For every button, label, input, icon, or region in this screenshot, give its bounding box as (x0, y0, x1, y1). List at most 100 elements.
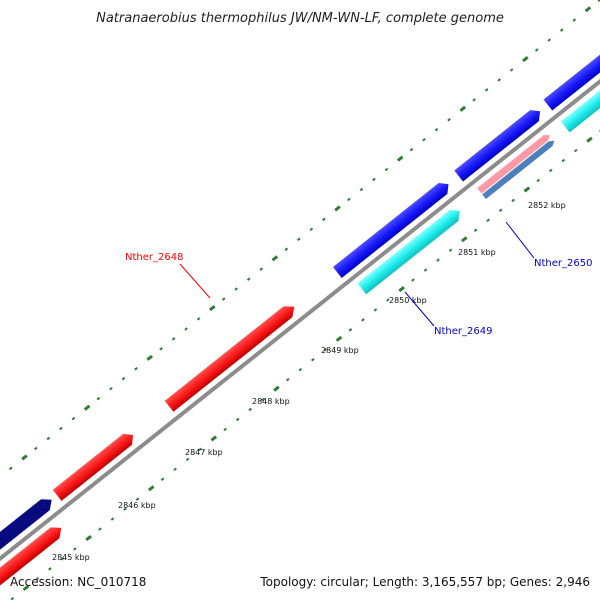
upper-tick (284, 247, 289, 251)
lower-tick (73, 547, 77, 551)
upper-tick (347, 197, 351, 202)
gene-red-lower-left (0, 527, 62, 600)
upper-tick (372, 177, 376, 182)
callout-line-2648 (179, 263, 211, 299)
label-nther-2649: Nther_2649 (434, 326, 492, 337)
lower-tick (361, 318, 365, 322)
lower-tick (260, 397, 265, 402)
lower-tick (298, 367, 303, 372)
gene-nther-2648 (164, 306, 295, 412)
upper-tick (34, 446, 38, 451)
lower-tick (498, 208, 503, 213)
upper-tick (83, 404, 91, 411)
upper-tick (384, 167, 389, 172)
upper-tick (309, 227, 314, 232)
lower-tick (423, 268, 428, 272)
upper-tick (184, 327, 188, 331)
upper-tick (259, 267, 264, 271)
upper-tick (221, 297, 226, 301)
gene-blue-b (454, 110, 541, 182)
lower-tick (223, 427, 227, 432)
upper-tick (271, 255, 279, 262)
scale-label: 2852 kbp (528, 201, 566, 210)
gene-blue-a (333, 182, 449, 278)
reverse-strand (0, 54, 600, 600)
lower-tick (473, 228, 478, 232)
upper-tick (21, 454, 28, 461)
lower-tick (486, 218, 490, 222)
upper-tick-row (0, 0, 600, 481)
lower-tick (348, 328, 353, 332)
lower-tick (335, 335, 343, 342)
upper-tick (234, 287, 238, 291)
label-nther-2650: Nther_2650 (534, 258, 592, 269)
lower-tick (586, 136, 593, 143)
gene-cyan-a (357, 209, 460, 295)
lower-tick (523, 186, 531, 193)
upper-tick (522, 56, 529, 63)
lower-tick (386, 298, 390, 302)
upper-tick (597, 0, 600, 2)
lower-tick (123, 507, 127, 511)
upper-tick (96, 396, 101, 401)
upper-tick (447, 118, 451, 122)
gene-cyan-b (560, 54, 600, 133)
lower-tick (436, 258, 440, 262)
upper-tick (359, 187, 364, 192)
lower-tick (185, 457, 190, 462)
lower-tick (173, 467, 177, 471)
gene-nther-2650-pink (477, 135, 551, 194)
lower-tick (22, 584, 30, 591)
upper-tick (246, 277, 251, 281)
forward-strand (0, 32, 600, 579)
upper-tick (459, 105, 467, 112)
upper-tick (334, 205, 341, 212)
upper-tick (71, 416, 76, 421)
lower-tick (160, 477, 165, 481)
lower-tick (273, 385, 280, 392)
lower-tick (248, 407, 253, 412)
lower-tick (60, 557, 65, 561)
lower-tick (460, 236, 468, 243)
lower-tick (311, 358, 315, 362)
scale-label: 2848 kbp (252, 397, 290, 406)
upper-tick (422, 137, 426, 142)
upper-tick (472, 98, 476, 102)
lower-tick (135, 497, 140, 501)
lower-tick (561, 158, 566, 163)
upper-tick (534, 48, 539, 52)
genome-backbone (0, 34, 600, 599)
upper-tick (171, 337, 176, 341)
gene-nther-2650-steel (482, 140, 555, 200)
scale-label: 2849 kbp (321, 346, 359, 355)
gene-blue-c (543, 32, 600, 111)
scale-label: 2847 kbp (185, 448, 223, 457)
lower-tick (147, 485, 155, 492)
upper-tick (484, 88, 489, 92)
upper-tick (497, 78, 501, 82)
upper-tick (547, 38, 552, 42)
callout-line-2649 (404, 291, 435, 327)
upper-tick (409, 147, 414, 152)
scale-labels: 2845 kbp 2846 kbp 2847 kbp 2848 kbp 2849 kbp… (52, 201, 566, 562)
accession-text: Accession: NC_010718 (10, 575, 146, 589)
upper-tick (146, 354, 153, 361)
lower-tick (285, 377, 290, 382)
lower-tick (198, 447, 202, 452)
lower-tick (35, 577, 40, 581)
upper-tick (46, 436, 51, 441)
scale-label: 2850 kbp (389, 296, 427, 305)
lower-tick (323, 348, 328, 352)
upper-tick (209, 305, 216, 312)
upper-tick (509, 68, 514, 72)
upper-tick (109, 386, 113, 391)
upper-tick (297, 237, 301, 241)
scale-label: 2846 kbp (118, 501, 156, 510)
scale-label: 2845 kbp (52, 553, 90, 562)
label-nther-2648: Nther_2648 (125, 252, 183, 263)
upper-tick (121, 376, 126, 381)
upper-tick (196, 317, 201, 321)
lower-tick (373, 308, 378, 312)
